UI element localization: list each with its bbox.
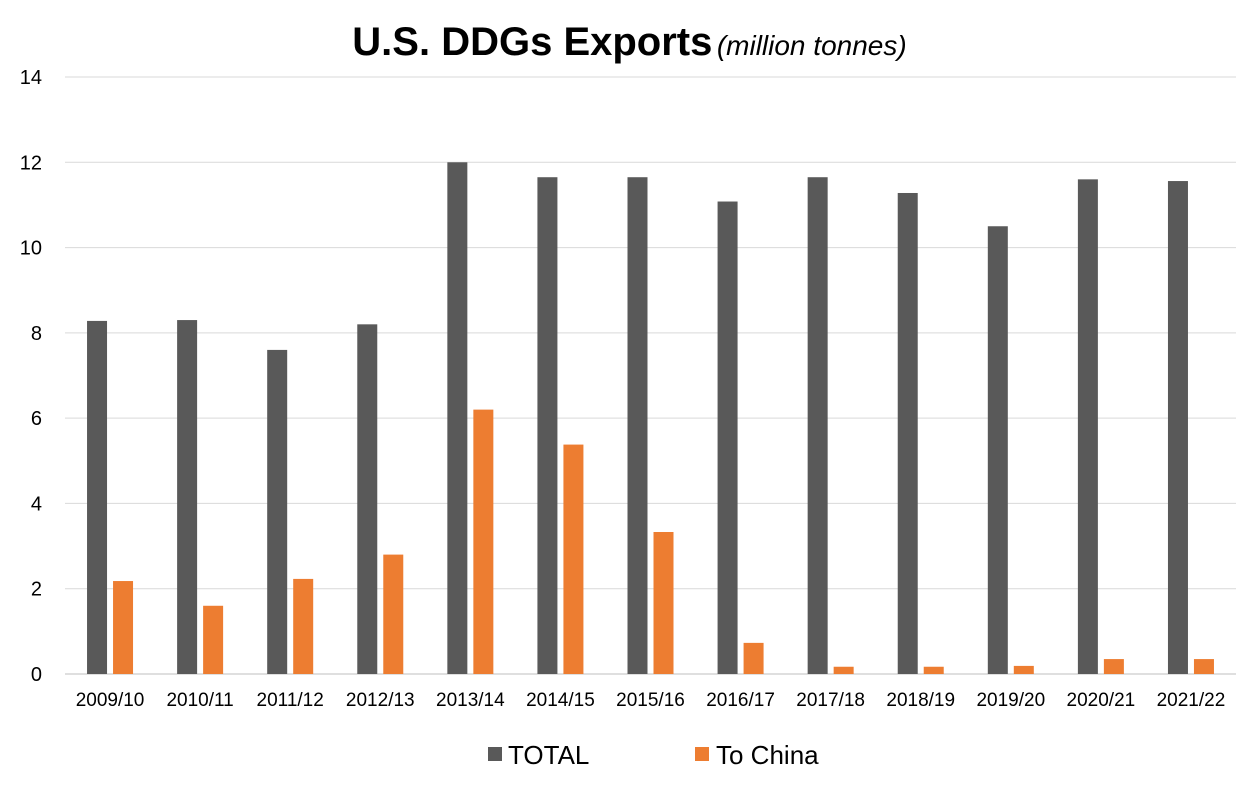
y-tick-label: 0 <box>31 664 42 686</box>
gridlines <box>65 76 1236 675</box>
y-tick-label: 4 <box>31 493 42 515</box>
y-tick-label: 12 <box>20 152 42 174</box>
bar-total <box>267 349 288 674</box>
bar-to-china <box>473 409 494 674</box>
y-tick-label: 2 <box>31 579 42 601</box>
legend-label: TOTAL <box>508 740 589 770</box>
y-tick-label: 10 <box>20 238 42 260</box>
x-tick-label: 2009/10 <box>76 690 145 711</box>
bar-to-china <box>383 554 404 674</box>
legend-swatch <box>695 747 709 761</box>
bar-total <box>807 177 828 675</box>
y-tick-label: 14 <box>20 67 42 89</box>
bar-total <box>87 320 108 674</box>
bar-total <box>1167 181 1188 674</box>
x-tick-label: 2019/20 <box>976 690 1045 711</box>
bar-to-china <box>293 578 314 674</box>
bar-total <box>987 226 1008 674</box>
bar-to-china <box>203 605 224 674</box>
y-axis-ticks: 0 2 4 6 8 10 12 14 <box>20 67 42 686</box>
x-axis-ticks: 2009/10 2010/11 2011/12 2012/13 2013/14 2014/… <box>76 690 1226 711</box>
bar-to-china <box>1013 665 1034 674</box>
x-tick-label: 2015/16 <box>616 690 685 711</box>
y-tick-label: 8 <box>31 323 42 345</box>
bar-to-china <box>833 666 854 674</box>
bars <box>87 162 1214 675</box>
bar-total <box>447 162 468 675</box>
bar-to-china <box>563 444 584 674</box>
x-tick-label: 2013/14 <box>436 690 505 711</box>
bar-total <box>1077 179 1098 675</box>
y-tick-label: 6 <box>31 408 42 430</box>
bar-total <box>627 177 648 675</box>
x-tick-label: 2010/11 <box>166 690 233 711</box>
bar-total <box>537 177 558 675</box>
bar-to-china <box>1103 659 1124 674</box>
legend-swatch <box>488 747 502 761</box>
bar-to-china <box>1193 659 1214 674</box>
x-tick-label: 2016/17 <box>706 690 775 711</box>
bar-to-china <box>113 581 134 674</box>
x-tick-label: 2011/12 <box>257 690 324 711</box>
bar-total <box>177 320 198 674</box>
bar-to-china <box>653 531 674 674</box>
bar-total <box>357 324 378 674</box>
x-tick-label: 2020/21 <box>1067 690 1136 711</box>
x-tick-label: 2018/19 <box>886 690 955 711</box>
bar-total <box>897 192 918 674</box>
chart-title: U.S. DDGs Exports (million tonnes) <box>0 20 1259 65</box>
x-tick-label: 2021/22 <box>1157 690 1226 711</box>
x-tick-label: 2017/18 <box>796 690 865 711</box>
legend-label: To China <box>716 740 819 770</box>
x-tick-label: 2014/15 <box>526 690 595 711</box>
chart-title-main: U.S. DDGs Exports <box>352 20 713 64</box>
legend: TOTAL To China <box>488 740 819 770</box>
bar-total <box>717 201 738 674</box>
x-tick-label: 2012/13 <box>346 690 415 711</box>
chart-title-subtitle: (million tonnes) <box>716 30 907 61</box>
bar-to-china <box>923 666 944 674</box>
bar-to-china <box>743 642 764 674</box>
